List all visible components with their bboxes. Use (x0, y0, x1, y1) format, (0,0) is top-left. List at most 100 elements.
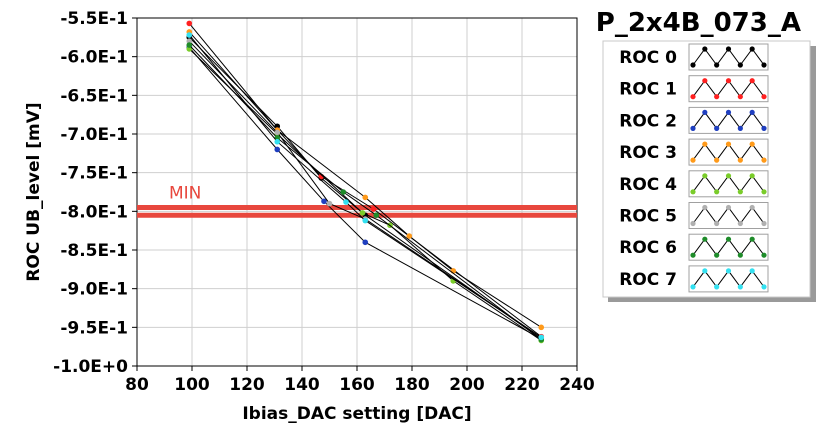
legend-swatch-marker (714, 252, 720, 258)
legend-label: ROC 4 (619, 175, 677, 195)
legend-swatch-marker (761, 94, 767, 100)
legend-swatch-marker (737, 220, 743, 227)
series-line (188, 48, 542, 341)
legend-swatch-marker (749, 173, 755, 179)
data-point (186, 42, 193, 48)
legend-swatch-marker (761, 189, 767, 195)
legend-swatch-marker (690, 284, 696, 290)
legend-swatch-marker (725, 141, 732, 147)
legend-label: ROC 7 (619, 270, 677, 290)
legend-swatch-marker (737, 189, 743, 195)
legend: ROC 0 ROC 1 ROC 2 ROC 3 ROC 4 ROC 5 ROC 6 ROC 7 (602, 40, 816, 302)
x-tick-label: 220 (504, 375, 540, 395)
legend-swatch-marker (761, 157, 767, 163)
data-point (362, 194, 369, 201)
legend-swatch-marker (725, 268, 732, 274)
y-tick-label: -1.0E+0 (53, 357, 128, 377)
series-roc-7 (186, 32, 545, 341)
legend-item: ROC 6 (619, 233, 769, 261)
x-tick-label: 160 (339, 375, 375, 395)
data-point (406, 233, 413, 239)
legend-swatch-marker (690, 252, 696, 258)
legend-swatch-marker (714, 125, 720, 131)
legend-item: ROC 2 (619, 106, 769, 134)
legend-swatch-marker (737, 62, 743, 68)
legend-swatch-marker (702, 46, 708, 52)
x-axis-title: Ibias_DAC setting [DAC] (242, 404, 471, 424)
legend-item: ROC 5 (619, 202, 769, 229)
legend-swatch-marker (725, 46, 732, 52)
legend-swatch-marker (690, 157, 696, 163)
min-label: MIN (169, 183, 201, 203)
data-point (538, 324, 545, 331)
legend-swatch-marker (702, 268, 708, 274)
data-point (359, 210, 366, 216)
y-tick-label: -9.0E-1 (60, 280, 128, 300)
data-point (362, 239, 369, 246)
legend-swatch-marker (737, 284, 743, 290)
legend-swatch-marker (725, 173, 732, 179)
legend-swatch-marker (737, 157, 743, 163)
data-point (274, 129, 281, 136)
legend-swatch-marker (761, 252, 767, 258)
data-point (362, 217, 369, 224)
legend-swatch-marker (761, 284, 767, 290)
legend-swatch-marker (714, 62, 720, 68)
legend-label: ROC 1 (619, 80, 677, 100)
legend-swatch-marker (702, 109, 708, 115)
data-point (186, 38, 193, 44)
legend-swatch-marker (690, 62, 696, 68)
legend-swatch-marker (690, 220, 696, 227)
y-tick-label: -5.5E-1 (60, 9, 128, 29)
legend-swatch-marker (749, 109, 755, 115)
legend-swatch-marker (761, 220, 767, 227)
legend-swatch-marker (725, 204, 732, 211)
data-point (186, 32, 193, 38)
legend-swatch-marker (702, 78, 708, 84)
legend-swatch-marker (737, 94, 743, 100)
y-tick-label: -8.5E-1 (60, 241, 128, 261)
legend-swatch-marker (690, 189, 696, 195)
x-tick-label: 120 (229, 375, 265, 395)
y-tick-label: -6.0E-1 (60, 48, 128, 68)
legend-swatch-marker (714, 94, 720, 100)
y-axis-title: ROC UB_level [mV] (24, 102, 44, 281)
x-tick-label: 100 (174, 375, 210, 395)
legend-swatch-marker (702, 236, 708, 242)
legend-label: ROC 5 (619, 207, 677, 227)
data-point (343, 199, 349, 205)
legend-swatch-marker (702, 173, 708, 179)
legend-swatch-marker (702, 204, 708, 211)
series-roc-6 (186, 42, 545, 343)
legend-swatch-marker (737, 125, 743, 131)
x-tick-label: 80 (125, 375, 149, 395)
legend-item: ROC 7 (619, 265, 769, 293)
x-tick-label: 240 (559, 375, 595, 395)
y-tick-label: -6.5E-1 (60, 86, 128, 106)
data-point (538, 334, 545, 341)
data-point (274, 146, 281, 153)
y-tick-label: -7.0E-1 (60, 125, 128, 145)
x-tick-label: 180 (394, 375, 430, 395)
legend-item: ROC 1 (619, 75, 769, 103)
x-axis-ticks: 80 100 120 140 160 180 200 220 240 (125, 366, 595, 395)
data-point (186, 46, 193, 52)
legend-item: ROC 3 (619, 138, 769, 166)
legend-label: ROC 0 (619, 48, 677, 68)
data-point (373, 212, 380, 218)
legend-swatch-marker (749, 204, 755, 211)
y-axis-ticks: -5.5E-1 -6.0E-1 -6.5E-1 -7.0E-1 -7.5E-1 -8.0E… (53, 9, 137, 377)
legend-swatch-marker (749, 46, 755, 52)
legend-swatch-marker (725, 236, 732, 242)
legend-swatch-marker (690, 94, 696, 100)
legend-label: ROC 3 (619, 143, 677, 163)
legend-swatch-marker (714, 189, 720, 195)
legend-swatch-marker (725, 109, 732, 115)
legend-label: ROC 6 (619, 238, 677, 258)
legend-swatch-marker (749, 141, 755, 147)
data-point (340, 189, 347, 195)
legend-item: ROC 0 (619, 43, 769, 71)
x-tick-label: 200 (449, 375, 485, 395)
y-tick-label: -9.5E-1 (60, 318, 128, 338)
